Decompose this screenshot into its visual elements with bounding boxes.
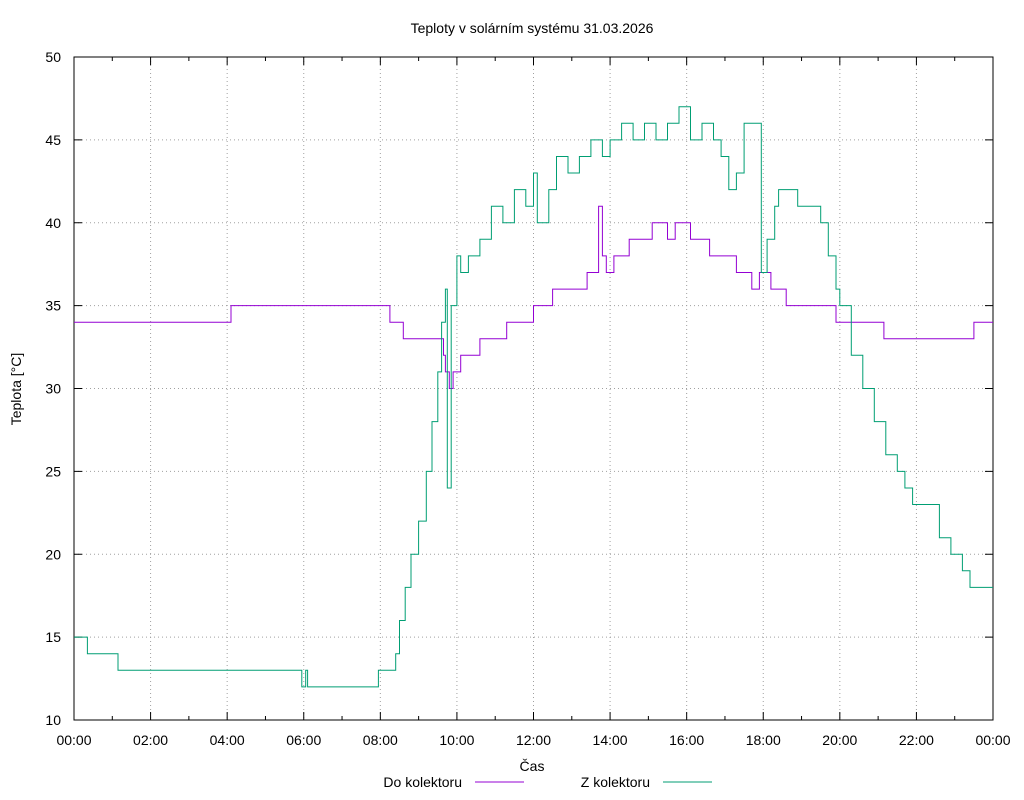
y-tick-label: 15: [45, 629, 61, 645]
legend-label: Z kolektoru: [581, 774, 650, 790]
x-tick-label: 20:00: [822, 732, 857, 748]
legend-label: Do kolektoru: [383, 774, 462, 790]
y-tick-label: 10: [45, 712, 61, 728]
y-tick-label: 50: [45, 49, 61, 65]
y-tick-label: 30: [45, 381, 61, 397]
axis-ticks: [73, 56, 994, 721]
plot-area-border: [73, 56, 994, 721]
y-tick-labels: 10 15 20 25 30 35 40 45 50: [45, 49, 61, 728]
x-tick-label: 22:00: [899, 732, 934, 748]
x-tick-label: 18:00: [746, 732, 781, 748]
x-tick-labels: 00:00 02:00 04:00 06:00 08:00 10:00 12:00 14:00…: [56, 732, 1010, 748]
x-tick-label: 04:00: [210, 732, 245, 748]
y-tick-label: 40: [45, 215, 61, 231]
y-axis-title: Teplota [°C]: [8, 353, 24, 426]
series-line-z-kolektoru: [74, 106, 993, 688]
chart-title: Teploty v solárním systému 31.03.2026: [411, 20, 654, 36]
legend: Do kolektoru Z kolektoru: [383, 774, 712, 790]
x-tick-label: 06:00: [286, 732, 321, 748]
y-tick-label: 20: [45, 546, 61, 562]
x-tick-label: 08:00: [363, 732, 398, 748]
x-axis-title: Čas: [520, 758, 545, 774]
x-tick-label: 00:00: [975, 732, 1010, 748]
x-tick-label: 16:00: [669, 732, 704, 748]
y-tick-label: 25: [45, 463, 61, 479]
series-line-do-kolektoru: [74, 205, 993, 389]
series-layer: [74, 106, 993, 688]
grid-lines: [74, 57, 993, 720]
x-tick-label: 12:00: [516, 732, 551, 748]
x-tick-label: 02:00: [133, 732, 168, 748]
y-tick-label: 45: [45, 132, 61, 148]
x-tick-label: 00:00: [56, 732, 91, 748]
x-tick-label: 10:00: [439, 732, 474, 748]
y-tick-label: 35: [45, 298, 61, 314]
x-tick-label: 14:00: [593, 732, 628, 748]
